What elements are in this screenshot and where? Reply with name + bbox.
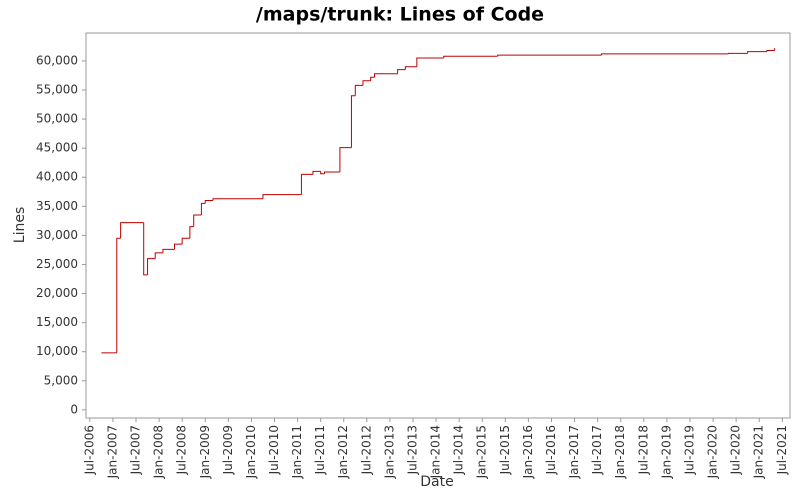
line-segment bbox=[362, 80, 371, 86]
line-segment bbox=[339, 147, 352, 172]
x-tick-label: Jan-2015 bbox=[475, 425, 489, 479]
x-tick-label: Jul-2019 bbox=[682, 425, 696, 475]
y-tick-label: 5,000 bbox=[44, 373, 78, 387]
line-segment bbox=[416, 57, 444, 67]
x-tick-label: Jul-2015 bbox=[498, 425, 512, 475]
plot-area bbox=[85, 32, 791, 419]
chart-title: /maps/trunk: Lines of Code bbox=[256, 4, 544, 26]
x-tick-label: Jul-2011 bbox=[313, 425, 327, 475]
y-axis-title: Lines bbox=[12, 207, 28, 243]
line-segment bbox=[354, 84, 363, 96]
x-tick-label: Jul-2012 bbox=[359, 425, 373, 475]
x-tick-label: Jan-2009 bbox=[198, 425, 212, 479]
x-tick-label: Jan-2010 bbox=[244, 425, 258, 479]
x-tick-label: Jul-2010 bbox=[267, 425, 281, 475]
x-tick-label: Jul-2013 bbox=[405, 425, 419, 475]
line-segment bbox=[181, 237, 190, 245]
x-tick-label: Jan-2011 bbox=[290, 425, 304, 479]
x-axis-title: Date bbox=[420, 474, 453, 490]
line-segment bbox=[397, 69, 406, 74]
line-segment bbox=[497, 54, 602, 57]
x-tick-label: Jul-2007 bbox=[129, 425, 143, 475]
line-segment bbox=[162, 248, 175, 253]
y-tick-label: 25,000 bbox=[36, 257, 78, 271]
x-tick-label: Jan-2013 bbox=[382, 425, 396, 479]
line-segment bbox=[143, 222, 148, 276]
x-tick-label: Jan-2012 bbox=[336, 425, 350, 479]
line-segment bbox=[200, 202, 206, 216]
x-tick-label: Jul-2016 bbox=[544, 425, 558, 475]
x-tick-label: Jan-2020 bbox=[706, 425, 720, 479]
x-tick-label: Jan-2007 bbox=[105, 425, 119, 479]
line-segment bbox=[374, 73, 398, 78]
line-segment bbox=[262, 194, 302, 199]
x-tick-label: Jan-2017 bbox=[567, 425, 581, 479]
x-tick-label: Jan-2016 bbox=[521, 425, 535, 479]
line-segment bbox=[193, 214, 202, 227]
line-segment bbox=[173, 243, 183, 250]
y-tick-label: 50,000 bbox=[36, 112, 78, 126]
x-tick-label: Jul-2017 bbox=[590, 425, 604, 475]
line-segment bbox=[120, 222, 144, 239]
y-tick-label: 0 bbox=[70, 402, 78, 416]
x-tick-label: Jul-2006 bbox=[82, 425, 96, 475]
y-tick-label: 20,000 bbox=[36, 286, 78, 300]
line-segment bbox=[747, 51, 767, 54]
line-segment bbox=[600, 53, 729, 56]
x-tick-label: Jul-2020 bbox=[729, 425, 743, 475]
line-segment bbox=[727, 52, 748, 54]
x-tick-label: Jan-2008 bbox=[152, 425, 166, 479]
y-tick-label: 15,000 bbox=[36, 315, 78, 329]
line-segment bbox=[116, 237, 121, 353]
line-segment bbox=[189, 226, 194, 239]
line-segment bbox=[312, 170, 321, 175]
x-tick-label: Jul-2018 bbox=[636, 425, 650, 475]
y-tick-label: 40,000 bbox=[36, 170, 78, 184]
line-segment bbox=[443, 55, 498, 59]
y-tick-label: 55,000 bbox=[36, 82, 78, 96]
x-tick-label: Jul-2008 bbox=[175, 425, 189, 475]
y-tick-label: 30,000 bbox=[36, 228, 78, 242]
x-tick-label: Jan-2018 bbox=[613, 425, 627, 479]
line-segment bbox=[404, 66, 417, 70]
line-segment bbox=[212, 198, 263, 201]
x-tick-label: Jan-2019 bbox=[659, 425, 673, 479]
line-segment bbox=[300, 173, 313, 195]
y-tick-label: 10,000 bbox=[36, 344, 78, 358]
line-segment bbox=[204, 199, 213, 204]
line-segment bbox=[320, 171, 325, 175]
x-tick-label: Jul-2009 bbox=[221, 425, 235, 475]
line-segment bbox=[324, 171, 340, 174]
line-segment bbox=[370, 76, 375, 81]
line-segment bbox=[154, 252, 163, 259]
y-tick-label: 35,000 bbox=[36, 199, 78, 213]
y-tick-label: 45,000 bbox=[36, 141, 78, 155]
x-tick-label: Jan-2021 bbox=[752, 425, 766, 479]
line-segment bbox=[147, 258, 156, 275]
line-segment bbox=[350, 95, 356, 148]
x-tick-label: Jan-2014 bbox=[429, 425, 443, 479]
x-tick-label: Jul-2021 bbox=[775, 425, 789, 475]
y-tick-label: 60,000 bbox=[36, 53, 78, 67]
line-segment bbox=[766, 49, 775, 52]
x-tick-label: Jul-2014 bbox=[452, 425, 466, 475]
